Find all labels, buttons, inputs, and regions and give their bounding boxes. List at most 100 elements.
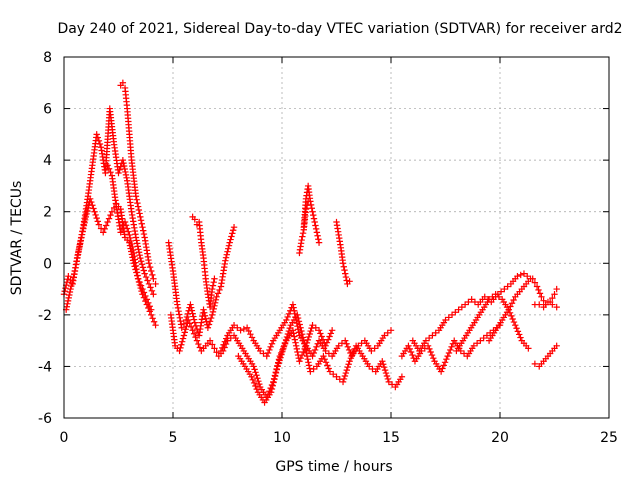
data-point <box>379 358 386 365</box>
interp-point <box>121 165 128 173</box>
data-point <box>485 296 493 303</box>
data-point <box>217 347 225 355</box>
data-point <box>481 293 488 301</box>
interp-point <box>145 299 152 307</box>
interp-point <box>126 234 134 242</box>
interp-point <box>221 338 229 345</box>
interp-point <box>253 372 260 379</box>
interp-point <box>187 323 195 331</box>
data-point <box>226 239 233 246</box>
interp-point <box>303 349 310 357</box>
series-arc-n <box>398 321 504 375</box>
data-point <box>501 285 508 293</box>
data-point <box>514 272 521 280</box>
interp-point <box>247 330 254 338</box>
interp-point <box>68 279 76 287</box>
interp-point <box>515 331 523 338</box>
interp-point <box>206 318 214 325</box>
data-point <box>139 223 146 231</box>
data-point <box>176 347 183 355</box>
series-arc-g <box>167 311 231 360</box>
data-point <box>422 337 430 344</box>
data-point <box>230 321 238 329</box>
data-point <box>311 218 318 226</box>
interp-point <box>79 228 86 235</box>
interp-point <box>129 243 136 251</box>
data-point <box>93 131 100 138</box>
interp-point <box>140 230 148 238</box>
interp-point <box>266 346 273 354</box>
data-point <box>346 358 353 365</box>
data-point <box>137 213 144 221</box>
interp-point <box>341 266 348 274</box>
y-tick-label: 4 <box>43 153 52 169</box>
interp-point <box>89 202 96 209</box>
interp-point <box>279 348 286 355</box>
y-tick-label: -6 <box>38 411 52 427</box>
interp-point <box>213 349 220 356</box>
interp-point <box>210 278 217 286</box>
data-point <box>553 342 560 349</box>
interp-point <box>245 327 252 335</box>
interp-point <box>250 379 258 387</box>
data-point <box>333 373 340 380</box>
data-point <box>132 193 140 200</box>
interp-point <box>189 310 196 317</box>
interp-point <box>77 237 84 245</box>
data-point <box>339 260 347 267</box>
data-point <box>346 278 353 285</box>
interp-point <box>325 336 332 343</box>
interp-point <box>105 165 113 172</box>
interp-point <box>140 227 147 234</box>
data-point <box>437 368 445 375</box>
interp-point <box>292 339 299 346</box>
data-point <box>189 327 196 334</box>
interp-point <box>264 349 272 357</box>
interp-point <box>201 312 209 319</box>
interp-point <box>176 314 184 322</box>
interp-point <box>517 334 524 341</box>
interp-point <box>183 313 191 321</box>
interp-point <box>134 243 142 250</box>
series-arc-f <box>189 213 218 311</box>
data-point <box>100 229 107 236</box>
interp-point <box>122 171 130 179</box>
interp-point <box>70 273 77 281</box>
interp-point <box>305 362 313 369</box>
series-arc-i <box>235 311 406 406</box>
interp-point <box>428 351 436 359</box>
data-point <box>304 198 312 205</box>
interp-point <box>371 345 378 352</box>
interp-point <box>292 316 300 324</box>
interp-point <box>150 318 158 325</box>
series-arc-m <box>333 218 353 288</box>
data-point <box>145 260 153 267</box>
interp-point <box>188 307 196 314</box>
data-point <box>368 347 375 355</box>
data-point <box>298 236 305 244</box>
data-point <box>117 229 124 236</box>
data-points <box>60 79 560 406</box>
interp-point <box>344 343 352 351</box>
data-point <box>191 319 198 326</box>
interp-point <box>105 215 113 222</box>
interp-point <box>297 354 304 362</box>
data-point <box>145 280 153 288</box>
interp-point <box>207 314 215 322</box>
interp-point <box>430 354 437 362</box>
interp-point <box>222 254 230 261</box>
interp-point <box>440 362 447 369</box>
interp-point <box>439 365 446 372</box>
data-point <box>152 280 159 288</box>
interp-point <box>209 308 217 316</box>
series-arc-q <box>485 278 532 344</box>
interp-point <box>268 340 276 347</box>
data-point <box>280 342 288 349</box>
interp-point <box>510 318 518 326</box>
data-point <box>313 229 321 236</box>
interp-point <box>458 303 466 311</box>
data-point <box>148 306 155 313</box>
y-tick-label: -4 <box>38 359 52 375</box>
interp-point <box>149 315 156 322</box>
interp-point <box>268 385 276 393</box>
